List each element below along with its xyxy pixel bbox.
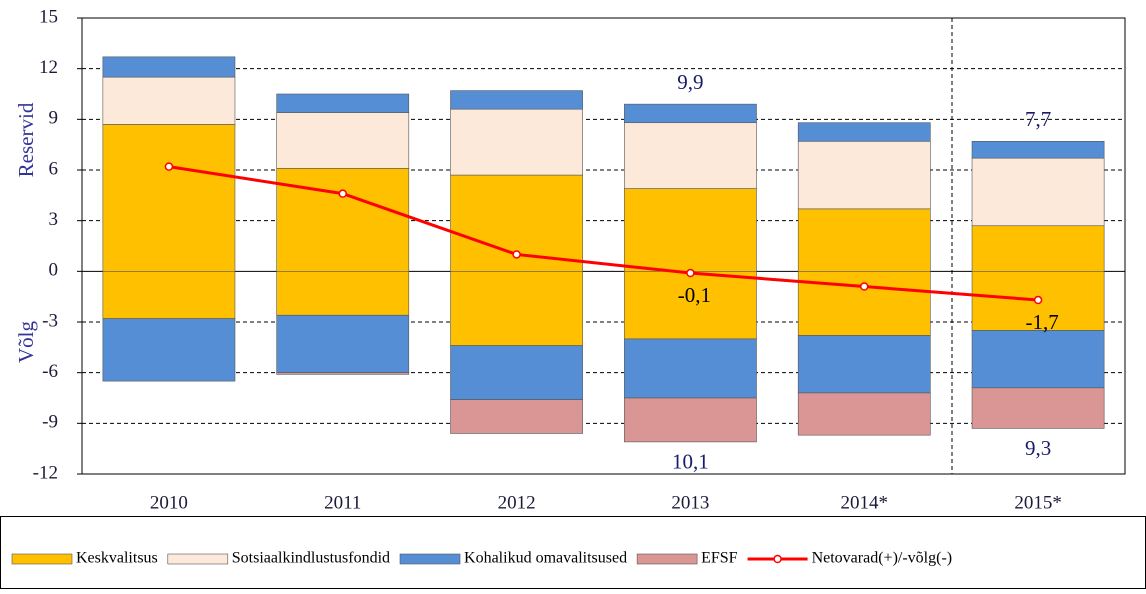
bar-segment (450, 108, 583, 176)
legend-marker (773, 554, 782, 564)
bar-segment (276, 271, 410, 316)
bar-segment (276, 314, 410, 373)
line-marker (164, 162, 174, 171)
legend-swatch (167, 553, 229, 565)
bar-segment (624, 338, 757, 399)
legend-label: EFSF (701, 550, 738, 567)
bar-segment (624, 188, 757, 272)
bar-segment (797, 335, 931, 394)
legend-label: Sotsiaalkindlustusfondid (232, 550, 390, 567)
bar-segment (450, 399, 583, 434)
line-value-label: -1,7 (1025, 310, 1058, 334)
bar-segment (971, 330, 1105, 389)
bar-segment (102, 76, 236, 125)
x-tick-label: 2012 (498, 492, 536, 513)
legend-label: Kohalikud omavalitsused (464, 550, 627, 567)
legend: Keskvalitsus Sotsiaalkindlustusfondid Koha… (0, 516, 1146, 589)
y-tick-label: 3 (49, 209, 59, 230)
y-tick-label: -6 (42, 361, 58, 382)
y-axis-title: Võlg (14, 321, 38, 364)
y-tick-label: -3 (42, 310, 58, 331)
bar-segment (797, 140, 931, 210)
bar-segment (624, 103, 757, 124)
bar-segment (797, 122, 931, 142)
y-tick-label: -9 (42, 412, 58, 433)
bar-segment (276, 93, 410, 113)
x-tick-label: 2014* (841, 492, 889, 513)
bar-segment (450, 345, 583, 400)
line-marker (1033, 295, 1043, 305)
bar-segment (276, 168, 410, 272)
total-label: 10,1 (672, 450, 709, 474)
y-axis-title: Reservid (14, 102, 38, 177)
y-tick-label: -12 (33, 462, 58, 483)
x-tick-label: 2011 (324, 492, 361, 513)
y-tick-label: 0 (49, 260, 59, 281)
bar-segment (971, 225, 1105, 272)
bar-segment (450, 271, 583, 346)
bar-segment (102, 318, 236, 382)
x-tick-label: 2010 (150, 492, 188, 513)
bar-segment (102, 56, 236, 78)
legend-label: Netovarad(+)/-võlg(-) (812, 550, 953, 567)
legend-label: Keskvalitsus (76, 550, 158, 567)
bar-segment (276, 372, 410, 375)
total-label: 9,3 (1025, 436, 1051, 460)
plot-frame (81, 17, 1126, 475)
bar-segment (624, 271, 757, 340)
bar-segment (971, 140, 1105, 159)
bar-segment (797, 392, 931, 436)
line-value-label: -0,1 (678, 283, 711, 307)
bar-segment (797, 271, 931, 336)
legend-swatch (636, 553, 698, 565)
y-tick-label: 9 (49, 108, 59, 129)
bar-segment (450, 90, 583, 110)
bar-segment (624, 122, 757, 189)
legend-swatch (399, 553, 461, 565)
bar-segment (276, 112, 410, 169)
bar-segment (971, 387, 1105, 429)
line-marker (860, 282, 869, 291)
line-marker (512, 250, 521, 259)
bar-segment (971, 157, 1105, 227)
legend-swatch (11, 553, 73, 565)
y-tick-label: 6 (49, 158, 59, 179)
bar-segment (102, 271, 236, 319)
line-marker (686, 268, 695, 278)
bars (102, 56, 1105, 443)
bar-segment (624, 397, 757, 443)
x-tick-label: 2013 (671, 492, 709, 513)
x-tick-label: 2015* (1014, 492, 1062, 513)
y-tick-label: 15 (39, 6, 58, 27)
total-label: 7,7 (1025, 107, 1051, 131)
y-tick-label: 12 (39, 57, 58, 78)
line-marker (338, 189, 347, 198)
bar-segment (797, 208, 931, 272)
bar-segment (102, 124, 236, 272)
net-line (168, 165, 1039, 302)
total-label: 9,9 (677, 70, 703, 94)
